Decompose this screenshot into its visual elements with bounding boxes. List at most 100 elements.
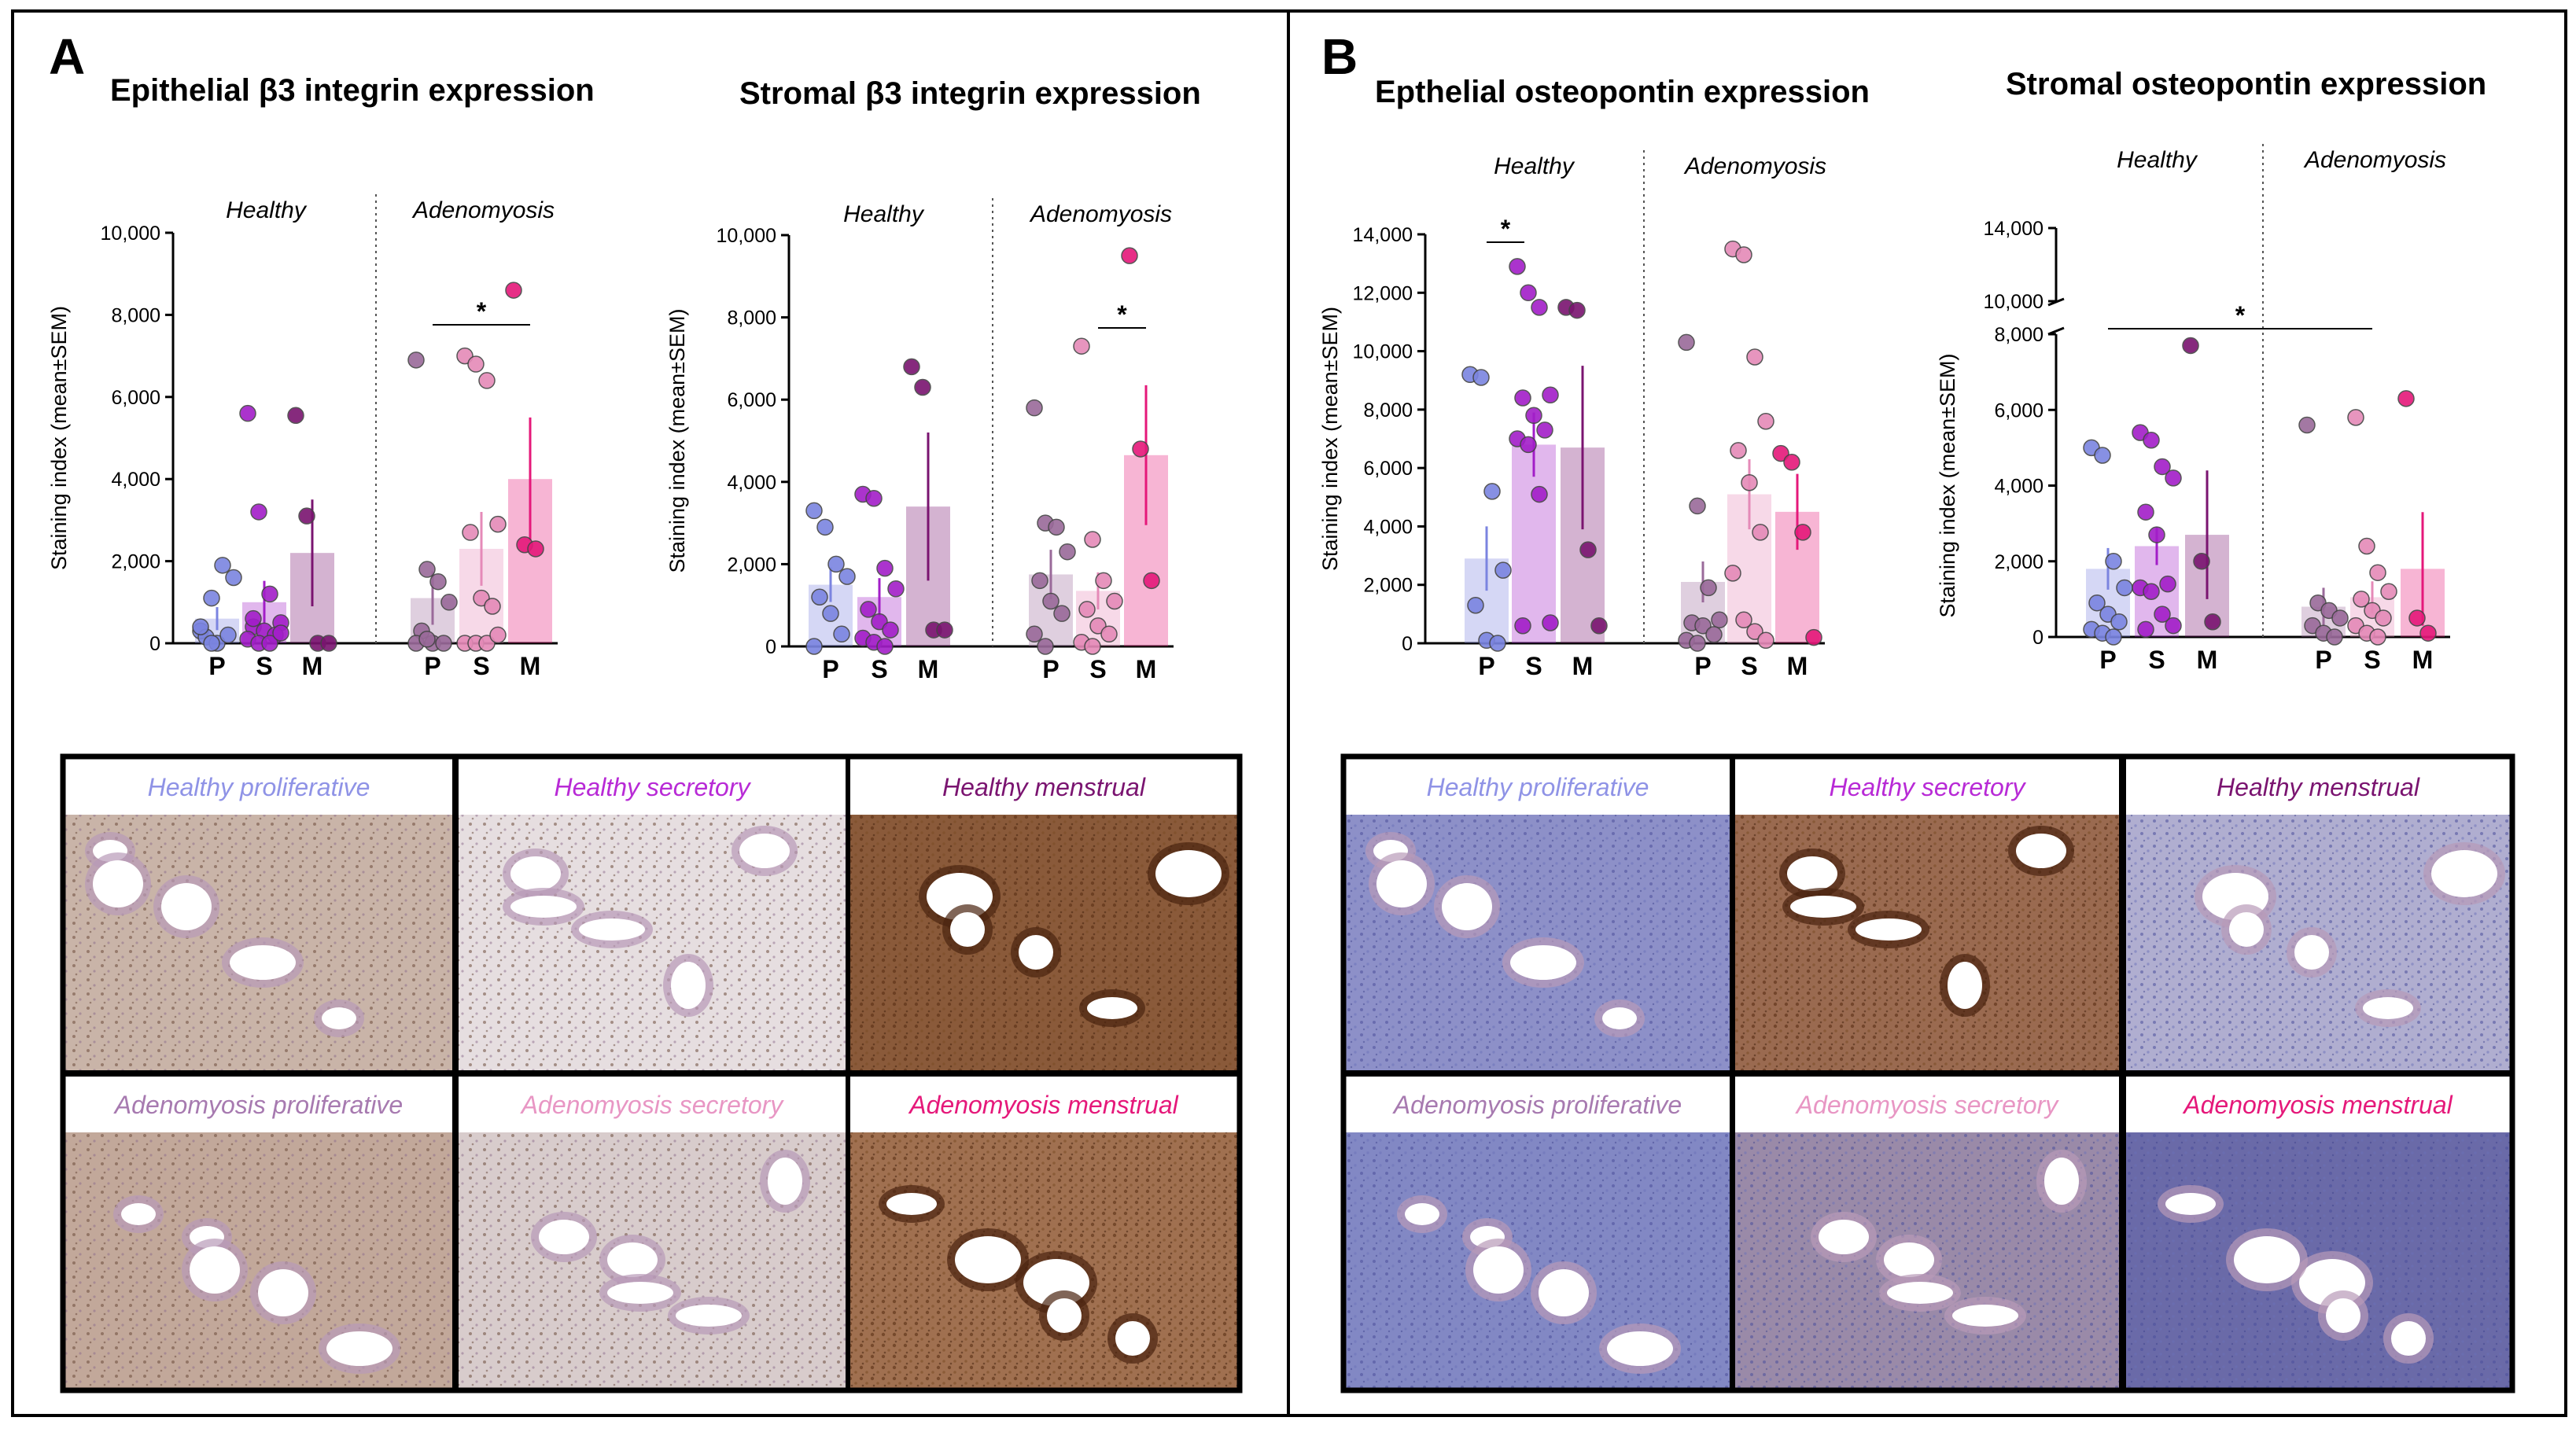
data-point [1711, 611, 1728, 629]
data-point [2165, 617, 2182, 635]
data-point [1772, 444, 1789, 462]
gland-lumen [1790, 896, 1856, 918]
data-point [2193, 553, 2210, 570]
gland-lumen [1856, 918, 1922, 941]
caption-band [456, 1074, 848, 1132]
gland-lumen [2229, 912, 2264, 947]
data-point [214, 557, 231, 574]
panel-b-frame [1287, 9, 2567, 1417]
gland-lumen [1019, 935, 1053, 970]
data-point [203, 635, 220, 652]
y-tick-label: 4,000 [111, 469, 160, 491]
gland-lumen [121, 1203, 156, 1225]
data-point [1689, 635, 1706, 652]
data-point [1542, 614, 1559, 631]
category-label: P [2315, 646, 2331, 674]
gland-lumen [326, 1331, 392, 1366]
data-point [1724, 565, 1741, 582]
caption-band [848, 756, 1240, 815]
data-point [1705, 626, 1723, 643]
data-point [1132, 440, 1149, 458]
data-point [1106, 592, 1123, 610]
data-point [2159, 575, 2176, 593]
caption-band [1343, 756, 1732, 815]
group-label-healthy: Healthy [1494, 153, 1575, 179]
data-point [2369, 564, 2386, 581]
caption-band [1733, 1074, 2121, 1132]
data-point [1483, 483, 1501, 500]
gland-lumen [230, 945, 296, 980]
y-tick-label: 2,000 [1363, 575, 1413, 597]
data-point [903, 358, 920, 376]
gland-lumen [1819, 1220, 1869, 1254]
chart-stromal-b3: 0 2,000 4,000 6,000 8,000 10,000 Staining inde… [665, 198, 1174, 683]
data-point [882, 621, 899, 639]
data-point [1757, 412, 1774, 430]
category-label: S [1525, 652, 1542, 680]
data-point [816, 518, 834, 536]
data-point [1037, 638, 1054, 655]
micrograph-caption: Adenomyosis menstrual [2182, 1091, 2453, 1119]
y-tick-label: 6,000 [1363, 458, 1413, 480]
data-point [298, 507, 315, 525]
group-label-healthy: Healthy [2117, 147, 2198, 173]
gland-lumen [1376, 860, 1427, 907]
data-point [1746, 623, 1763, 640]
data-point [527, 540, 544, 558]
gland-lumen [1442, 883, 1492, 930]
data-point [1525, 407, 1542, 425]
data-point [865, 489, 883, 507]
category-label: S [1741, 652, 1757, 680]
gland-lumen [1155, 850, 1222, 897]
y-tick-label: 2,000 [111, 551, 160, 573]
data-point [2143, 432, 2160, 449]
data-point [1805, 628, 1822, 646]
data-point [1514, 617, 1531, 635]
y-tick-label: 8,000 [1363, 399, 1413, 422]
micrograph-caption: Adenomyosis proliferative [113, 1091, 403, 1119]
gland-lumen [1787, 856, 1837, 891]
gland-lumen [955, 1236, 1021, 1283]
category-label: M [302, 652, 323, 680]
data-point [833, 625, 850, 643]
micrograph-grid-b: Healthy proliferative Healthy secretory He… [1340, 753, 2515, 1393]
data-point [1531, 299, 1548, 316]
data-point [838, 568, 856, 585]
data-point [2105, 553, 2122, 570]
gland-lumen [1884, 1242, 1934, 1277]
micrograph-b-4: Adenomyosis secretory [1730, 1072, 2124, 1393]
chart-title-epithelial-b3: Epithelial β3 integrin expression [110, 73, 595, 108]
data-point [1053, 605, 1071, 622]
gland-lumen [2326, 1298, 2360, 1333]
significance-star: * [2235, 301, 2246, 329]
data-point [272, 624, 289, 642]
y-tick-label: 8,000 [1994, 324, 2043, 346]
gland-lumen [579, 918, 645, 941]
data-point [1509, 258, 1526, 275]
data-point [1084, 638, 1101, 655]
caption-band [63, 1074, 455, 1132]
gland-lumen [1607, 1331, 1673, 1366]
y-tick-label: 10,000 [717, 225, 776, 247]
data-point [1073, 337, 1090, 355]
y-tick-label: 10,000 [1353, 341, 1413, 363]
micrograph-caption: Healthy secretory [1830, 773, 2027, 801]
category-label: S [256, 652, 272, 680]
micrograph-grid-frame [1340, 753, 2515, 1393]
data-point [805, 502, 823, 520]
micrograph-caption: Adenomyosis menstrual [908, 1091, 1178, 1119]
y-tick-label: 14,000 [1984, 218, 2043, 240]
data-point [1042, 592, 1060, 610]
panel-letter-a: A [49, 28, 85, 85]
data-point [2165, 469, 2182, 487]
data-point [2369, 628, 2386, 646]
micrograph-caption: Healthy proliferative [148, 773, 370, 801]
micrograph-a-3: Adenomyosis proliferative [61, 1072, 457, 1393]
category-label: S [2148, 646, 2165, 674]
data-point [467, 355, 485, 373]
gland-lumen [886, 1193, 937, 1215]
data-point [261, 635, 278, 652]
data-point [1048, 518, 1065, 536]
group-label-adenomyosis: Adenomyosis [2303, 147, 2446, 173]
y-tick-label: 4,000 [1994, 476, 2043, 498]
